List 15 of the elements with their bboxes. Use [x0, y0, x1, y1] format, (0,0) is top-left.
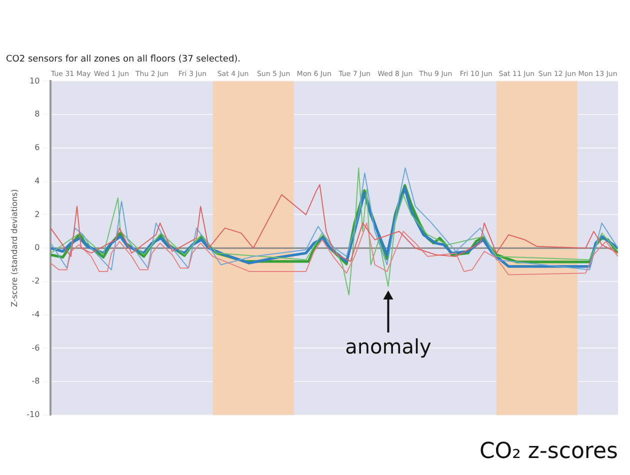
y-tick-label: 8	[34, 110, 40, 119]
y-tick-label: -8	[32, 376, 40, 386]
y-tick-label: 6	[34, 143, 40, 152]
y-tick-label: 0	[34, 243, 40, 252]
y-tick-label: -6	[32, 343, 40, 352]
text: CO₂ z-scores	[479, 439, 618, 464]
y-tick-label: -10	[26, 410, 40, 420]
y-tick-label: -4	[32, 310, 40, 319]
annotation: anomaly	[345, 334, 432, 359]
y-tick-label: 10	[29, 76, 40, 86]
y-tick-label: 4	[34, 176, 40, 186]
y-axis-title: Z-score (standard deviations)	[10, 189, 19, 308]
y-tick-label: -2	[32, 276, 40, 286]
chart-title: CO2 sensors for all zones on all floors (37 selected).	[6, 54, 241, 65]
y-tick-label: 2	[34, 210, 40, 219]
